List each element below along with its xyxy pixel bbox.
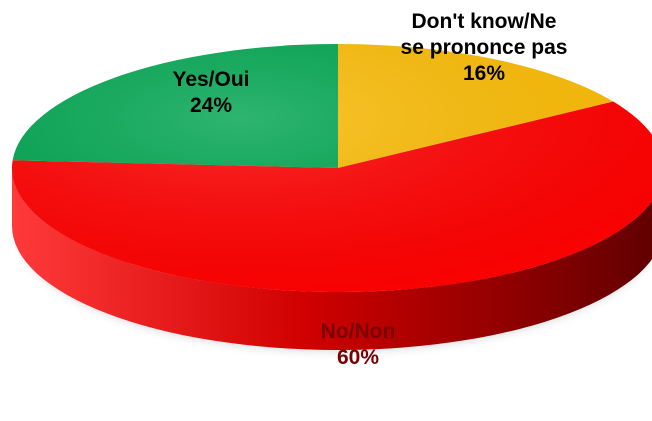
slice-label-1: No/Non 60% [321, 320, 396, 369]
slice-percent: 16% [463, 62, 505, 85]
slice-percent: 60% [337, 346, 379, 369]
pie-slice-side-1 [12, 168, 652, 350]
slice-label-0: Don't know/Ne se prononce pas 16% [401, 10, 568, 85]
slice-label-2: Yes/Oui 24% [172, 68, 249, 117]
slice-category: Don't know/Ne [412, 10, 557, 33]
pie-top-highlight [12, 44, 652, 292]
slice-percent: 24% [190, 94, 232, 117]
slice-category: se prononce pas [401, 36, 568, 59]
slice-category: No/Non [321, 320, 396, 343]
slice-category: Yes/Oui [172, 68, 249, 91]
